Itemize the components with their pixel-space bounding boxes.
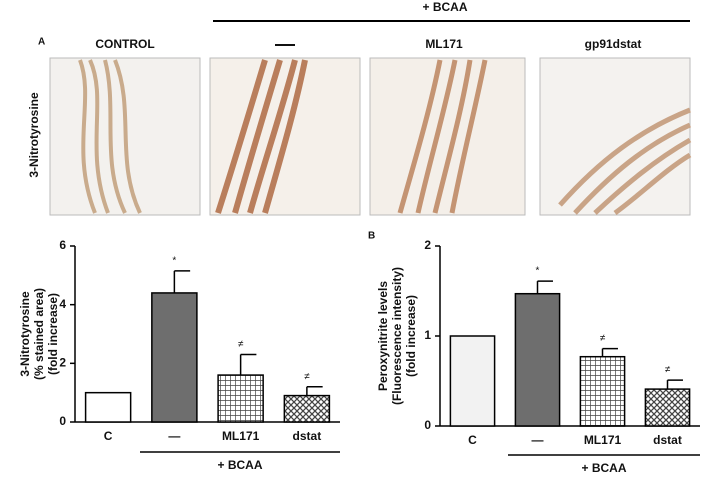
error-bar [601, 347, 618, 357]
y-tick-label: 1 [424, 328, 431, 342]
x-tick-label: C [104, 429, 113, 443]
column-label: ML171 [425, 37, 463, 51]
y-tick-label: 2 [424, 238, 431, 252]
y-axis-label: (% stained area) [32, 288, 46, 380]
y-tick-label: 0 [59, 414, 66, 428]
column-label: gp91dstat [585, 37, 642, 51]
y-axis-label: (fold increase) [404, 295, 418, 377]
bar [644, 388, 691, 427]
annotation: ≠ [665, 365, 671, 376]
error-bar [239, 353, 257, 376]
y-tick-label: 4 [59, 297, 66, 311]
error-bar [306, 386, 323, 396]
error-bar [536, 280, 553, 294]
micrographs [49, 57, 692, 216]
x-tick-label: dstat [653, 433, 682, 447]
annotation: ≠ [304, 371, 310, 382]
error-bar [666, 379, 683, 390]
bar [283, 394, 331, 423]
y-tick-label: 0 [424, 418, 431, 432]
annotation: ≠ [238, 339, 244, 350]
y-axis-label: (fold increase) [46, 293, 60, 375]
bar [217, 374, 264, 423]
panel-letter: A [38, 37, 45, 48]
y-axis-label: 3-Nitrotyrosine [18, 291, 32, 377]
annotation: * [536, 266, 540, 277]
bar [151, 292, 198, 423]
annotation: * [172, 256, 176, 267]
bar [579, 355, 626, 427]
group-label: + BCAA [422, 0, 467, 14]
x-tick-label: — [532, 433, 544, 447]
x-tick-label: — [168, 429, 180, 443]
annotation: ≠ [600, 333, 606, 344]
bar [84, 391, 132, 423]
bar [449, 335, 496, 427]
y-tick-label: 6 [59, 238, 66, 252]
column-label: — [275, 33, 295, 55]
group-label: + BCAA [217, 458, 262, 472]
error-bar [173, 270, 191, 293]
y-axis-label: Peroxynitrite levels [376, 281, 390, 391]
y-axis-label: (Fluorescence intensity) [390, 267, 404, 405]
row-label: 3-Nitrotyrosine [27, 92, 41, 178]
x-tick-label: ML171 [222, 429, 260, 443]
group-label: + BCAA [581, 461, 626, 475]
x-tick-label: C [468, 433, 477, 447]
panel-letter: B [368, 231, 375, 242]
bar [514, 292, 561, 427]
x-tick-label: ML171 [584, 433, 622, 447]
y-tick-label: 2 [59, 356, 66, 370]
x-tick-label: dstat [293, 429, 322, 443]
column-label: CONTROL [95, 37, 154, 51]
